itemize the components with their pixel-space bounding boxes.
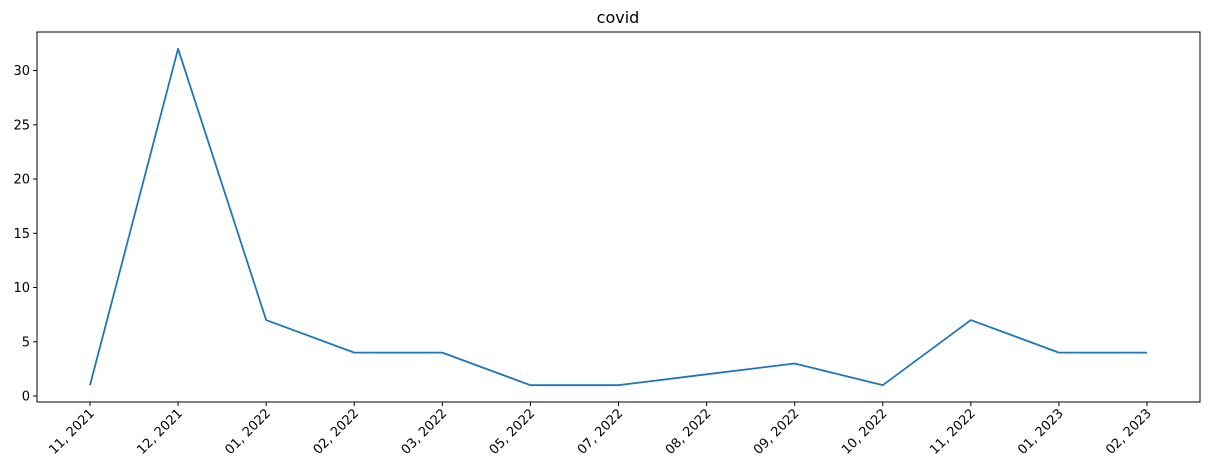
- x-tick-label-9: 10, 2022: [839, 406, 891, 458]
- x-tick-label-2: 01, 2022: [222, 406, 274, 458]
- x-tick-label-4: 03, 2022: [399, 406, 451, 458]
- series-line-0: [89, 47, 1147, 387]
- y-tick-label-25: 25: [13, 118, 30, 133]
- x-tick-label-12: 02, 2023: [1103, 406, 1155, 458]
- x-tick-label-1: 12, 2021: [134, 406, 186, 458]
- y-tick-label-5: 5: [22, 335, 30, 350]
- axes-frame: [36, 31, 1201, 403]
- y-tick-label-10: 10: [13, 281, 30, 296]
- x-tick-label-3: 02, 2022: [311, 406, 363, 458]
- x-tick-label-7: 08, 2022: [663, 406, 715, 458]
- plot-area: 0 5 10 15 20 25 30 11, 2021 12, 2021 01, 2022 02, …: [13, 31, 1201, 458]
- x-tick-label-10: 11, 2022: [927, 406, 979, 458]
- x-tick-label-0: 11, 2021: [46, 406, 98, 458]
- x-tick-label-11: 01, 2023: [1015, 406, 1067, 458]
- chart-title: covid: [597, 8, 640, 27]
- x-tick-label-6: 07, 2022: [575, 406, 627, 458]
- x-tick-label-5: 05, 2022: [487, 406, 539, 458]
- y-tick-label-0: 0: [22, 390, 30, 405]
- y-tick-label-20: 20: [13, 173, 30, 188]
- y-tick-label-30: 30: [13, 64, 30, 79]
- x-tick-label-8: 09, 2022: [751, 406, 803, 458]
- y-tick-label-15: 15: [13, 227, 30, 242]
